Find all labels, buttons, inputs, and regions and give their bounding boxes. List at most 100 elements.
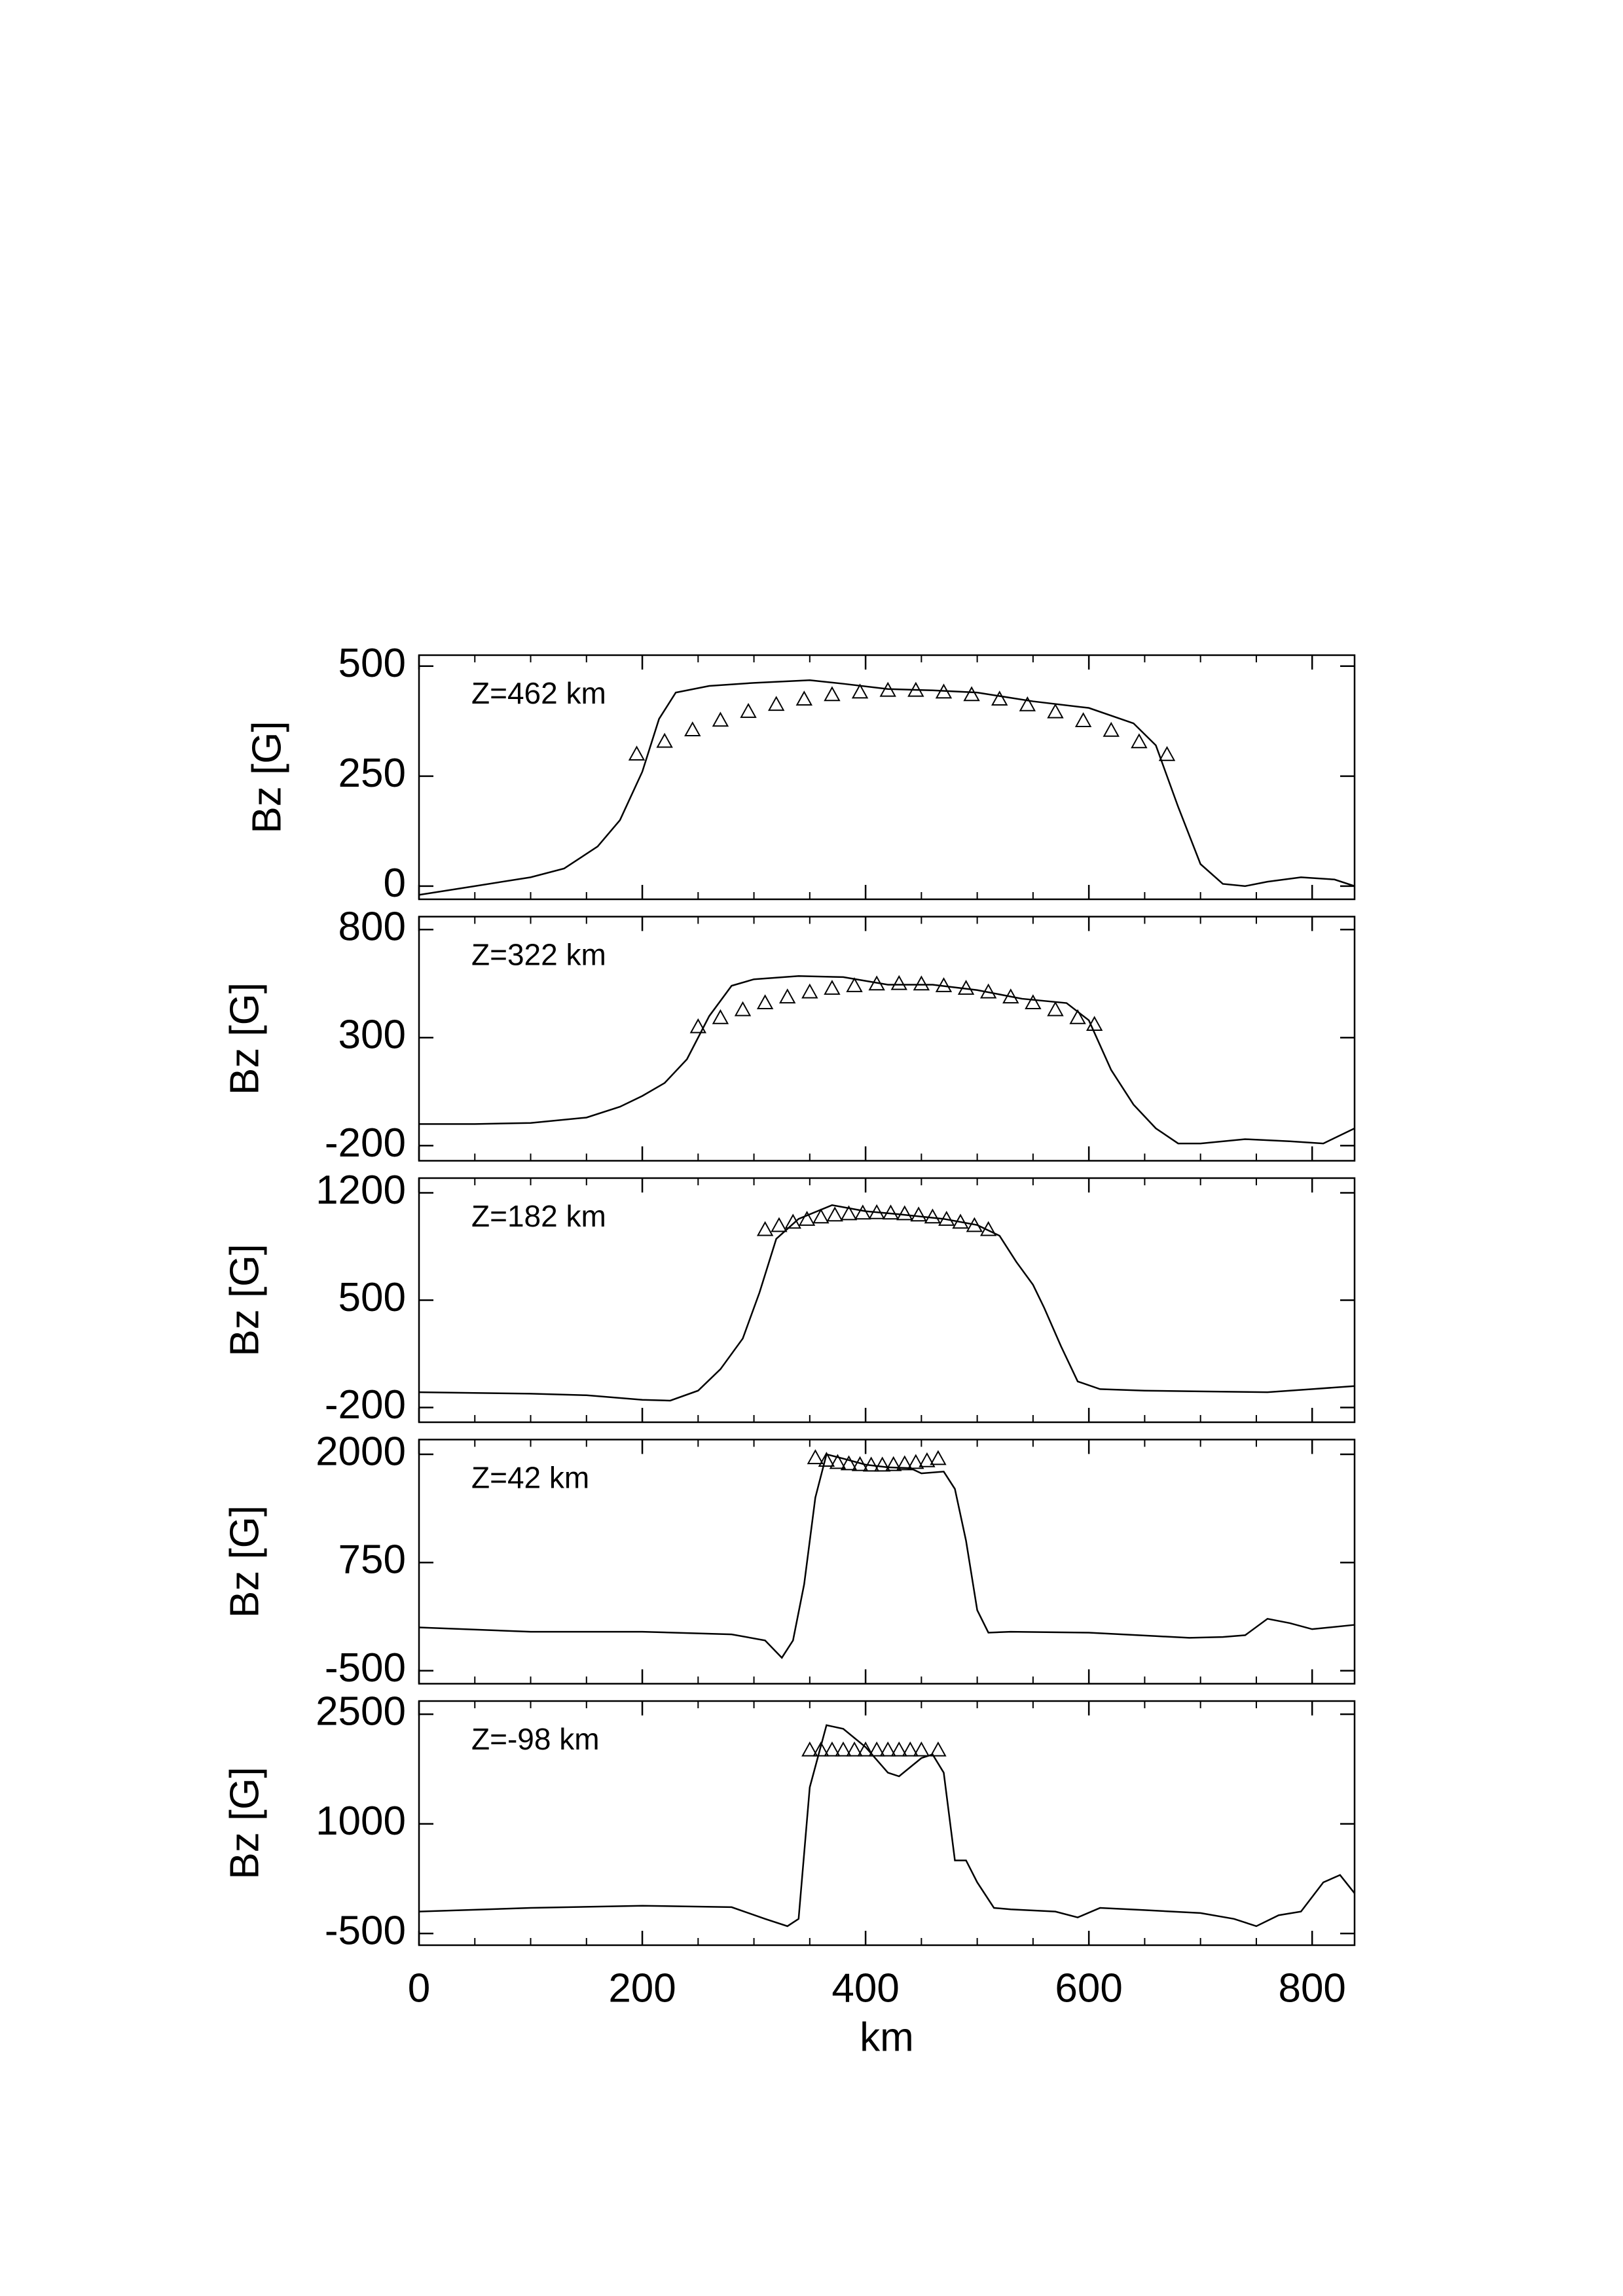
- y-tick-label: 500: [338, 641, 406, 686]
- triangle-marker: [1103, 721, 1120, 737]
- triangle-marker: [824, 686, 841, 702]
- triangle-marker: [1085, 1016, 1103, 1031]
- triangle-marker: [846, 1741, 863, 1757]
- triangle-marker: [885, 1456, 902, 1471]
- y-tick-label: 750: [338, 1537, 406, 1583]
- triangle-marker: [812, 1741, 830, 1757]
- triangle-marker: [919, 1452, 936, 1467]
- triangle-marker: [896, 1205, 913, 1221]
- triangle-marker: [930, 1741, 947, 1757]
- triangle-marker: [835, 1741, 852, 1757]
- x-tick-label: 0: [408, 1965, 430, 2011]
- annotation: Z=462 km: [471, 676, 606, 710]
- data-line: [418, 1453, 1355, 1659]
- y-tick-label: 1200: [316, 1168, 406, 1213]
- y-tick-label: 2500: [316, 1689, 406, 1734]
- y-tick-label: 0: [384, 861, 406, 906]
- triangle-marker: [656, 732, 673, 748]
- triangle-marker: [840, 1455, 858, 1471]
- x-tick-label: 200: [608, 1965, 676, 2011]
- triangle-marker: [868, 1741, 885, 1757]
- triangle-marker: [812, 1208, 830, 1224]
- triangle-marker: [756, 994, 774, 1010]
- triangle-marker: [1069, 1009, 1086, 1024]
- triangle-marker: [1047, 703, 1064, 719]
- y-tick-label: -500: [325, 1645, 406, 1691]
- triangle-marker: [935, 977, 953, 992]
- y-tick-label: 250: [338, 751, 406, 796]
- triangle-marker: [979, 1221, 997, 1236]
- triangle-marker: [896, 1455, 913, 1471]
- triangle-marker: [913, 1741, 930, 1757]
- triangle-marker: [684, 721, 701, 737]
- triangle-marker: [966, 1217, 983, 1232]
- triangle-marker: [862, 1456, 880, 1472]
- triangle-marker: [779, 988, 796, 1004]
- triangle-marker: [902, 1741, 919, 1757]
- triangle-marker: [712, 711, 729, 727]
- triangle-marker: [910, 1206, 927, 1222]
- triangle-marker: [879, 1741, 896, 1757]
- triangle-marker: [963, 686, 980, 702]
- triangle-marker: [798, 1210, 816, 1226]
- triangle-marker: [924, 1208, 941, 1224]
- y-tick-label: -500: [325, 1909, 406, 1954]
- triangle-marker: [1019, 696, 1036, 711]
- triangle-marker: [879, 681, 896, 697]
- y-tick-label: 1000: [316, 1799, 406, 1844]
- triangle-marker: [818, 1452, 835, 1467]
- annotation: Z=322 km: [471, 938, 606, 972]
- x-tick-label: 800: [1278, 1965, 1345, 2011]
- triangle-marker: [1002, 988, 1019, 1004]
- triangle-marker: [851, 683, 869, 699]
- y-axis-label: Bz [G]: [222, 982, 267, 1095]
- triangle-marker: [767, 696, 785, 711]
- triangle-marker: [890, 975, 907, 990]
- y-axis-label: Bz [G]: [222, 1767, 267, 1879]
- annotation: Z=-98 km: [471, 1722, 600, 1756]
- y-tick-label: 800: [338, 905, 406, 950]
- y-tick-label: -200: [325, 1382, 406, 1427]
- data-line: [418, 1724, 1355, 1928]
- y-tick-label: 2000: [316, 1429, 406, 1474]
- triangle-marker: [734, 1001, 752, 1016]
- triangle-marker: [712, 1009, 729, 1024]
- triangle-marker: [907, 681, 924, 697]
- x-tick-label: 600: [1055, 1965, 1122, 2011]
- y-tick-label: 300: [338, 1013, 406, 1058]
- triangle-marker: [930, 1450, 947, 1465]
- data-line: [418, 679, 1355, 896]
- annotation: Z=42 km: [471, 1461, 589, 1495]
- data-line: [419, 975, 1355, 1145]
- triangle-marker: [907, 1454, 924, 1469]
- plot-frame: [418, 1439, 1356, 1685]
- triangle-marker: [1025, 994, 1042, 1010]
- triangle-marker: [913, 975, 930, 991]
- x-axis-label: km: [860, 2015, 914, 2060]
- panel: 0 200 400 600 800 -500 1000 2500 Bz [G] Z=-98 km k…: [222, 1689, 1356, 2060]
- triangle-marker: [628, 745, 646, 761]
- y-axis-label: Bz [G]: [244, 721, 289, 833]
- panel: -200 500 1200 Bz [G] Z=182 km: [222, 1168, 1356, 1427]
- triangle-marker: [771, 1217, 788, 1232]
- x-tick-label: 400: [831, 1965, 899, 2011]
- annotation: Z=182 km: [471, 1199, 606, 1233]
- triangle-marker: [851, 1456, 869, 1471]
- triangle-marker: [826, 1206, 843, 1222]
- triangle-marker: [979, 983, 997, 999]
- triangle-marker: [1131, 733, 1148, 749]
- y-tick-label: 500: [338, 1275, 406, 1320]
- y-axis-label: Bz [G]: [222, 1505, 267, 1618]
- triangle-marker: [1074, 712, 1092, 727]
- triangle-marker: [868, 1204, 885, 1219]
- triangle-marker: [890, 1741, 907, 1757]
- triangle-marker: [756, 1221, 774, 1236]
- triangle-marker: [801, 1741, 818, 1757]
- triangle-marker: [846, 977, 863, 992]
- triangle-marker: [957, 980, 975, 995]
- triangle-marker: [784, 1213, 801, 1229]
- triangle-marker: [840, 1205, 858, 1221]
- triangle-marker: [801, 983, 818, 999]
- triangle-marker: [689, 1018, 707, 1033]
- triangle-marker: [873, 1456, 891, 1472]
